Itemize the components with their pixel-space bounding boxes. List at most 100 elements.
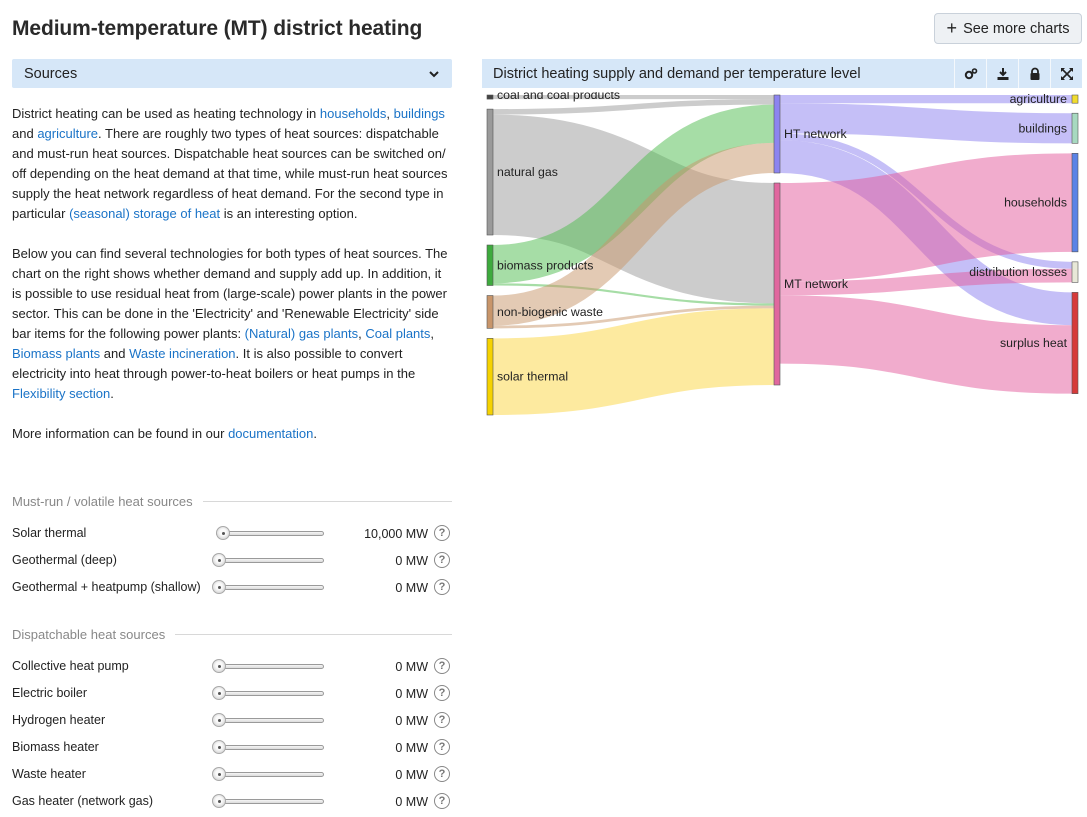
help-icon[interactable]: ?: [434, 579, 450, 595]
description-text: . There are roughly two types of heat so…: [12, 126, 448, 221]
description-link[interactable]: documentation: [228, 426, 314, 441]
slider-value: 0 MW: [395, 554, 428, 568]
slider-label: Electric boiler: [12, 686, 88, 700]
slider-handle[interactable]: [212, 740, 226, 754]
chart-expand-button[interactable]: [1050, 59, 1082, 88]
see-more-charts-button[interactable]: + See more charts: [934, 13, 1082, 44]
sankey-node-label: surplus heat: [1000, 336, 1068, 350]
lock-icon: [1030, 67, 1039, 80]
chart-settings-button[interactable]: [954, 59, 986, 88]
description-link[interactable]: buildings: [393, 106, 445, 121]
help-icon[interactable]: ?: [434, 525, 450, 541]
help-icon[interactable]: ?: [434, 793, 450, 809]
download-icon: [997, 67, 1008, 80]
description-link[interactable]: Waste incineration: [129, 346, 236, 361]
slider-handle[interactable]: [216, 526, 230, 540]
description-text: ,: [430, 326, 435, 341]
help-icon[interactable]: ?: [434, 766, 450, 782]
slider-track[interactable]: [216, 745, 324, 750]
sankey-links: [491, 95, 1073, 415]
slider-track[interactable]: [216, 664, 324, 669]
description-link[interactable]: (seasonal) storage of heat: [69, 206, 221, 221]
description-link[interactable]: agriculture: [37, 126, 99, 141]
sankey-node-label: households: [1004, 196, 1067, 210]
sankey-node-gas[interactable]: [486, 108, 494, 236]
sankey-link-mt-surplus: [779, 295, 1073, 394]
slider-handle[interactable]: [212, 713, 226, 727]
sankey-link-gas-ht: [492, 99, 775, 115]
help-icon[interactable]: ?: [434, 658, 450, 674]
help-icon[interactable]: ?: [434, 712, 450, 728]
sankey-node-label: non-biogenic waste: [497, 305, 603, 319]
sankey-node-label: distribution losses: [969, 265, 1067, 279]
sankey-chart: coal and coal products natural gas biomass…: [486, 92, 1079, 416]
description-link[interactable]: Biomass plants: [12, 346, 101, 361]
description-text: . It is also possible to convert electri…: [12, 346, 416, 381]
slider-value: 0 MW: [395, 714, 428, 728]
sankey-link-waste-ht: [492, 142, 775, 326]
sankey-node-label: coal and coal products: [497, 92, 620, 102]
slider-handle[interactable]: [212, 580, 226, 594]
chart-title: District heating supply and demand per t…: [493, 65, 861, 82]
slider-value: 0 MW: [395, 581, 428, 595]
description-text: ,: [358, 326, 366, 341]
sankey-link-mt-households: [779, 153, 1073, 282]
slider-handle[interactable]: [212, 553, 226, 567]
sankey-node-label: HT network: [784, 127, 847, 141]
slider-label: Hydrogen heater: [12, 713, 106, 727]
help-icon[interactable]: ?: [434, 552, 450, 568]
slider-handle[interactable]: [212, 794, 226, 808]
chart-download-button[interactable]: [986, 59, 1018, 88]
slider-track[interactable]: [216, 531, 324, 536]
description-link[interactable]: Flexibility section: [12, 386, 111, 401]
description-text: .: [110, 386, 114, 401]
see-more-charts-label: See more charts: [963, 20, 1070, 37]
description-link[interactable]: (Natural) gas plants: [244, 326, 359, 341]
slider-handle[interactable]: [212, 767, 226, 781]
sankey-node-label: buildings: [1018, 121, 1067, 135]
slider-track[interactable]: [216, 558, 324, 563]
slider-label: Biomass heater: [12, 740, 99, 754]
slider-value: 0 MW: [395, 795, 428, 809]
chart-header: District heating supply and demand per t…: [482, 59, 1082, 88]
description-text: .: [313, 426, 317, 441]
sankey-node-losses[interactable]: [1071, 261, 1079, 283]
sankey-node-surplus[interactable]: [1071, 292, 1079, 394]
sankey-node-coal[interactable]: [486, 94, 494, 100]
sankey-node-buildings[interactable]: [1071, 112, 1079, 144]
sankey-node-biomass[interactable]: [486, 244, 494, 286]
sankey-node-label: solar thermal: [497, 370, 568, 384]
slider-track[interactable]: [216, 585, 324, 590]
sankey-node-agri[interactable]: [1071, 94, 1079, 104]
description-paragraph-3: More information can be found in our doc…: [12, 424, 454, 444]
sources-dropdown[interactable]: Sources: [12, 59, 452, 88]
sankey-node-mt[interactable]: [773, 182, 781, 386]
description-text: ,: [386, 106, 394, 121]
sankey-node-households[interactable]: [1071, 153, 1079, 253]
sankey-node-label: MT network: [784, 277, 849, 291]
slider-value: 0 MW: [395, 660, 428, 674]
description-link[interactable]: Coal plants: [365, 326, 431, 341]
chevron-down-icon: [429, 70, 439, 77]
slider-handle[interactable]: [212, 659, 226, 673]
sankey-node-solar[interactable]: [486, 338, 494, 416]
slider-track[interactable]: [216, 772, 324, 777]
sankey-node-label: natural gas: [497, 165, 558, 179]
help-icon[interactable]: ?: [434, 685, 450, 701]
slider-label: Gas heater (network gas): [12, 794, 154, 808]
slider-track[interactable]: [216, 799, 324, 804]
description-text: District heating can be used as heating …: [12, 106, 320, 121]
sankey-node-ht[interactable]: [773, 94, 781, 174]
slider-track[interactable]: [216, 718, 324, 723]
help-icon[interactable]: ?: [434, 739, 450, 755]
sankey-node-waste[interactable]: [486, 295, 494, 329]
settings-icon: [964, 67, 977, 79]
description-paragraph-2: Below you can find several technologies …: [12, 244, 454, 404]
slider-track[interactable]: [216, 691, 324, 696]
sankey-link-biomass-ht: [492, 104, 775, 284]
slider-value: 0 MW: [395, 768, 428, 782]
slider-handle[interactable]: [212, 686, 226, 700]
description-link[interactable]: households: [319, 106, 387, 121]
chart-lock-button[interactable]: [1018, 59, 1050, 88]
sankey-node-label: biomass products: [497, 258, 593, 272]
